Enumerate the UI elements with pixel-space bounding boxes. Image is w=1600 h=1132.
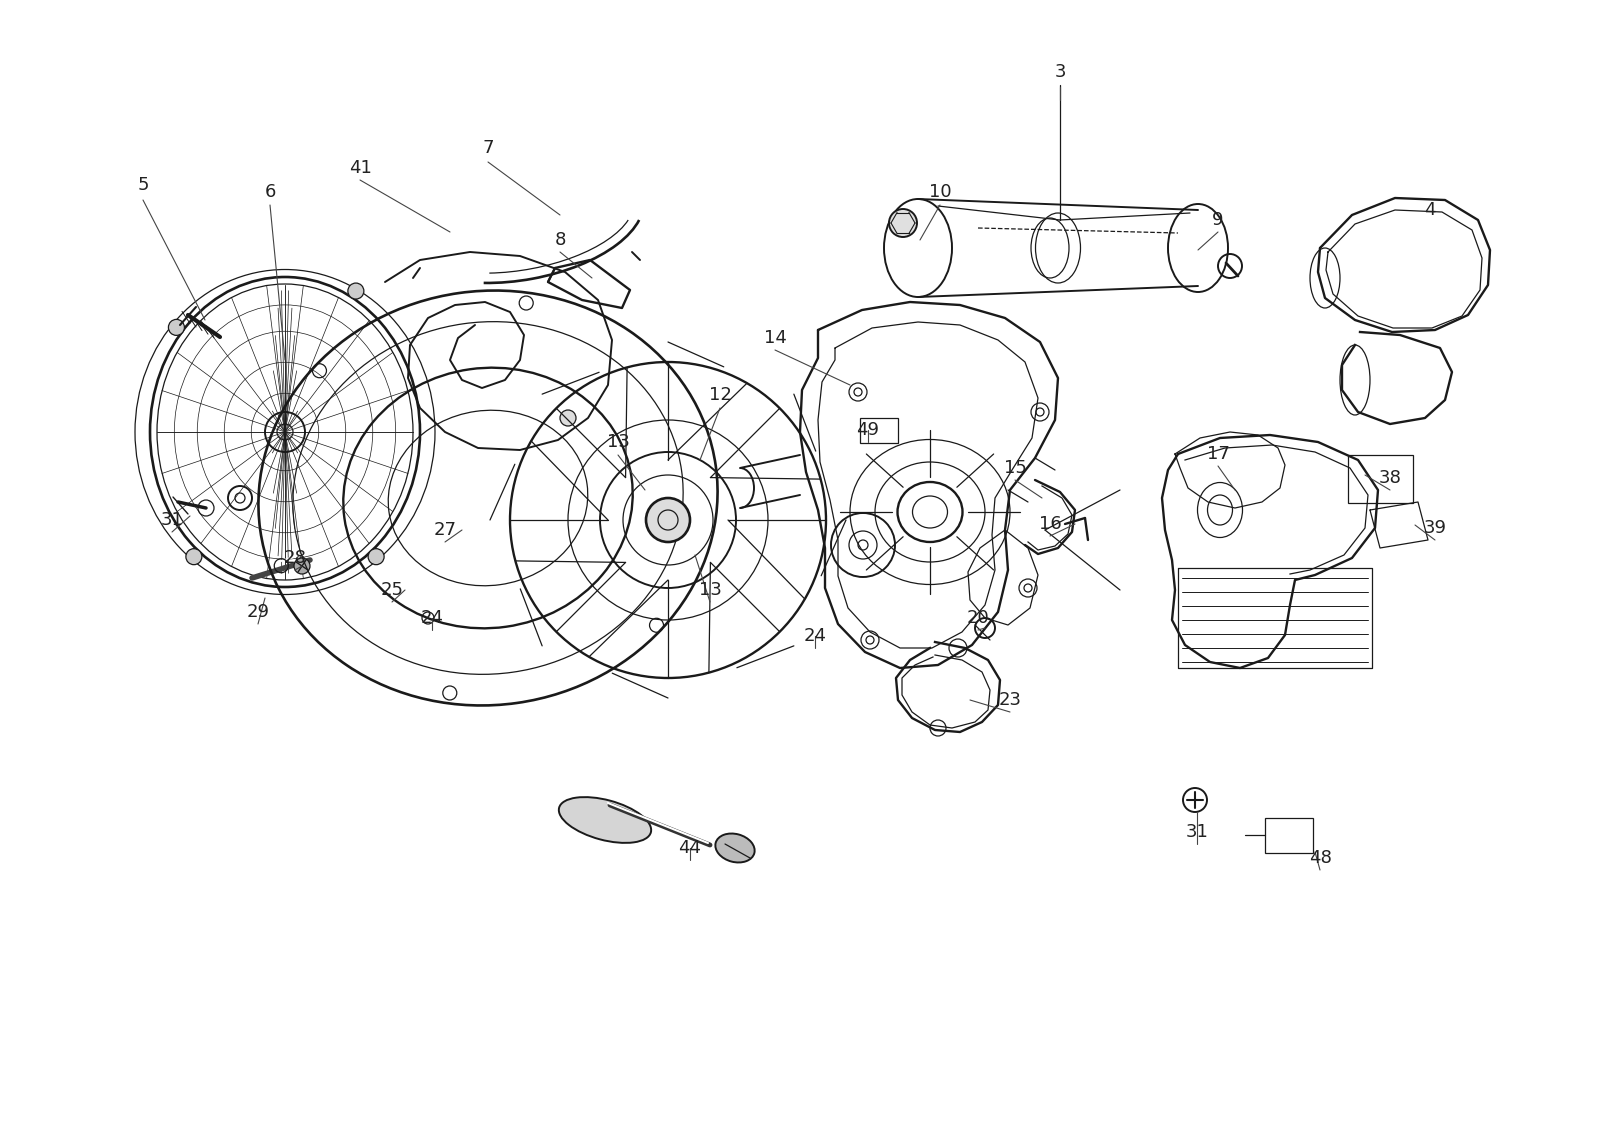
Text: 4: 4 <box>1424 201 1435 218</box>
Ellipse shape <box>558 797 651 843</box>
Circle shape <box>168 319 184 335</box>
Text: 24: 24 <box>421 609 443 627</box>
Text: 20: 20 <box>966 609 989 627</box>
Text: 10: 10 <box>928 183 952 201</box>
Circle shape <box>294 558 310 574</box>
Circle shape <box>890 209 917 237</box>
Text: 7: 7 <box>482 139 494 157</box>
Text: 28: 28 <box>283 549 307 567</box>
Text: 24: 24 <box>803 627 827 645</box>
Bar <box>1266 818 1314 854</box>
Text: 38: 38 <box>1379 469 1402 487</box>
Ellipse shape <box>715 833 755 863</box>
Text: 6: 6 <box>264 183 275 201</box>
Text: 8: 8 <box>554 231 566 249</box>
Text: 3: 3 <box>1054 63 1066 82</box>
Circle shape <box>347 283 363 299</box>
Text: 14: 14 <box>763 329 787 348</box>
Text: 13: 13 <box>699 581 722 599</box>
Text: 9: 9 <box>1213 211 1224 229</box>
Circle shape <box>560 410 576 426</box>
Text: 13: 13 <box>606 434 629 451</box>
Bar <box>861 418 898 443</box>
Text: 31: 31 <box>1186 823 1208 841</box>
Text: 41: 41 <box>349 158 371 177</box>
Text: 23: 23 <box>998 691 1021 709</box>
Text: 44: 44 <box>678 839 701 857</box>
Text: 29: 29 <box>246 603 269 621</box>
Circle shape <box>186 549 202 565</box>
Text: 15: 15 <box>1003 458 1027 477</box>
Text: 39: 39 <box>1424 518 1446 537</box>
Circle shape <box>368 549 384 565</box>
Text: 16: 16 <box>1038 515 1061 533</box>
Bar <box>1347 455 1413 503</box>
Text: 5: 5 <box>138 175 149 194</box>
Text: 12: 12 <box>709 386 731 404</box>
Text: 17: 17 <box>1206 445 1229 463</box>
Text: 49: 49 <box>856 421 880 439</box>
Circle shape <box>646 498 690 542</box>
Text: 31: 31 <box>160 511 184 529</box>
Text: 27: 27 <box>434 521 456 539</box>
Text: 25: 25 <box>381 581 403 599</box>
Text: 48: 48 <box>1309 849 1331 867</box>
